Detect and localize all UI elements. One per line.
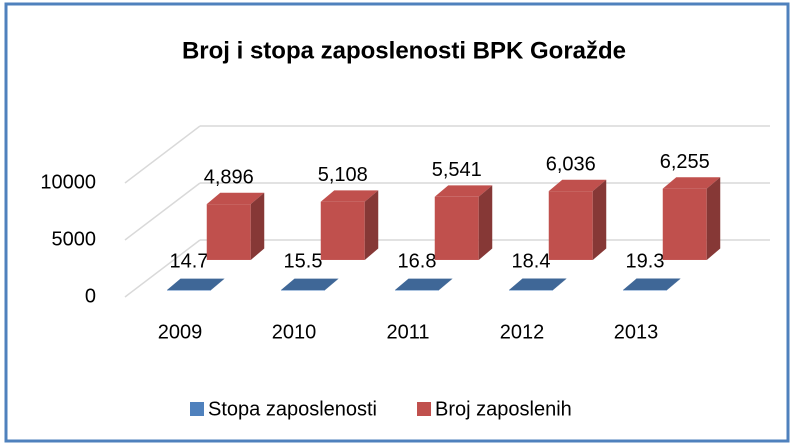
legend-label: Broj zaposlenih (435, 398, 572, 420)
x-tick-label: 2013 (614, 321, 659, 343)
bar-top (395, 278, 453, 290)
bar-top (509, 278, 567, 290)
bar-front (281, 289, 325, 291)
grid-line (124, 125, 201, 184)
bar-front (167, 289, 211, 291)
data-label: 14.7 (170, 250, 209, 272)
x-tick-label: 2009 (158, 321, 203, 343)
bar-top (623, 278, 681, 290)
chart-title: Broj i stopa zaposlenosti BPK Goražde (182, 37, 626, 64)
y-tick-label: 0 (85, 285, 96, 307)
data-label: 4,896 (204, 166, 254, 188)
bar-top (281, 278, 339, 290)
legend-label: Stopa zaposlenosti (208, 398, 377, 420)
bar-side (325, 278, 339, 291)
bar-top (434, 185, 493, 197)
bar-front (434, 196, 479, 260)
bar-front (206, 204, 251, 260)
data-label: 5,108 (318, 164, 368, 186)
bar-front (662, 188, 707, 260)
x-tick-label: 2011 (386, 321, 429, 343)
bar-top (548, 179, 607, 192)
data-label: 18.4 (512, 250, 551, 272)
data-label: 5,541 (432, 159, 482, 181)
x-tick-label: 2012 (500, 321, 545, 343)
bar-front (320, 201, 365, 260)
bar-top (662, 177, 721, 189)
bar-front (623, 289, 667, 291)
data-label: 6,036 (546, 153, 596, 175)
bar-front (548, 191, 593, 260)
bar-side (439, 278, 453, 291)
bar-side (478, 185, 493, 260)
grid-line (124, 239, 201, 298)
data-label: 16.8 (398, 250, 437, 272)
bar-top (320, 190, 379, 202)
bar-top (167, 278, 225, 290)
x-tick-label: 2010 (272, 321, 317, 343)
bar-front (509, 289, 553, 291)
legend-swatch (190, 402, 204, 416)
chart-frame (4, 2, 790, 443)
bar-side (706, 177, 721, 260)
y-tick-label: 5000 (52, 228, 97, 250)
data-label: 19.3 (626, 250, 665, 272)
data-label: 15.5 (284, 250, 323, 272)
bar-side (592, 179, 607, 260)
bar-side (211, 278, 225, 291)
grid-line (124, 182, 201, 241)
bar-side (667, 278, 681, 291)
bar-side (364, 190, 379, 260)
bar-front (395, 289, 439, 291)
y-tick-label: 10000 (40, 171, 96, 193)
legend-swatch (417, 402, 432, 416)
bar-side (553, 278, 567, 291)
data-label: 6,255 (660, 151, 710, 173)
bar-side (250, 192, 265, 260)
bar-top (206, 192, 265, 205)
